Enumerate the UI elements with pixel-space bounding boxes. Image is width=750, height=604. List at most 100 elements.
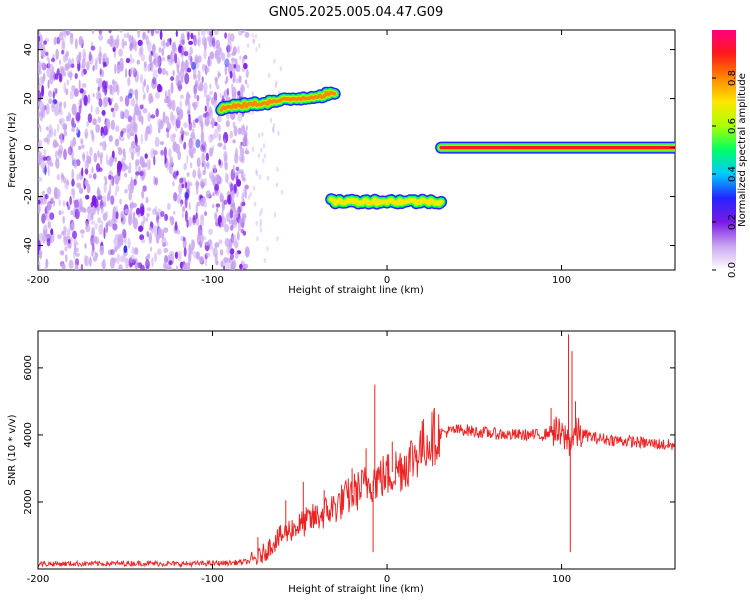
spectrogram-noise-cell <box>192 119 196 126</box>
spectrogram-noise-cell <box>226 212 231 223</box>
spectrogram-noise-cell <box>236 179 242 187</box>
spectrogram-noise-cell <box>113 174 119 180</box>
spectrogram-track <box>215 86 341 117</box>
spectrogram-noise-cell <box>279 66 282 72</box>
spectrogram-noise-cell <box>172 69 175 77</box>
spectrogram-noise-cell <box>154 136 160 148</box>
spectrogram-noise-cell <box>132 58 135 64</box>
spectrogram-x-tick-label: 100 <box>552 275 571 286</box>
spectrogram-noise-cell <box>211 203 215 209</box>
spectrogram-noise-cell <box>128 92 133 99</box>
spectrogram-noise-cell <box>182 206 186 213</box>
spectrogram-noise-cell <box>204 105 207 112</box>
spectrogram-noise-cell <box>135 144 141 153</box>
spectrogram-x-tick-label: 0 <box>384 275 390 286</box>
spectrogram-noise-cell <box>218 239 223 245</box>
spectrogram-noise-cell <box>86 61 90 71</box>
spectrogram-noise-cell <box>97 86 100 92</box>
spectrogram-noise-cell <box>46 54 49 61</box>
spectrogram-noise-cell <box>68 239 71 244</box>
spectrogram-noise-cell <box>213 91 218 102</box>
spectrogram-noise-cell <box>61 40 66 53</box>
spectrogram-noise-cell <box>156 219 160 229</box>
spectrogram-noise-cell <box>236 231 240 241</box>
spectrogram-noise-cell <box>116 84 120 96</box>
spectrogram-noise-cell <box>174 251 179 259</box>
spectrogram-noise-cell <box>128 162 132 170</box>
spectrogram-noise-cell <box>123 245 128 254</box>
spectrogram-noise-cell <box>107 249 113 256</box>
spectrogram-noise-cell <box>38 176 43 182</box>
spectrogram-noise-cell <box>100 261 105 268</box>
spectrogram-noise-cell <box>184 181 188 189</box>
spectrogram-noise-cell <box>208 171 214 179</box>
spectrogram-noise-cell <box>211 145 215 152</box>
spectrogram-noise-cell <box>62 54 68 63</box>
spectrogram-noise-cell <box>146 207 152 212</box>
spectrogram-noise-cell <box>81 83 87 88</box>
spectrogram-noise-cell <box>84 179 89 187</box>
spectrogram-noise-cell <box>169 58 175 64</box>
spectrogram-noise-cell <box>57 123 60 133</box>
spectrogram-noise-cell <box>197 55 202 63</box>
spectrogram-noise-cell <box>235 166 240 171</box>
spectrogram-noise-cell <box>49 63 54 72</box>
spectrogram-noise-cell <box>119 136 125 142</box>
spectrogram-noise-cell <box>58 210 62 216</box>
spectrogram-noise-cell <box>99 245 105 256</box>
spectrogram-noise-cell <box>80 64 84 71</box>
spectrogram-noise-cell <box>131 246 135 255</box>
spectrogram-noise-cell <box>134 103 139 116</box>
spectrogram-noise-cell <box>200 180 205 190</box>
spectrogram-noise-cell <box>212 192 216 197</box>
spectrogram-noise-cell <box>147 30 150 34</box>
spectrogram-noise-cell <box>188 141 192 148</box>
spectrogram-noise-cell <box>220 221 225 228</box>
spectrogram-noise-cell <box>231 86 237 98</box>
snr-y-tick-label: 2000 <box>23 489 34 514</box>
spectrogram-noise-cell <box>156 212 159 217</box>
spectrogram-noise-cell <box>126 128 131 140</box>
spectrogram-noise-cell <box>110 177 114 186</box>
spectrogram-noise-cell <box>204 91 208 98</box>
spectrogram-noise-cell <box>176 106 180 114</box>
spectrogram-noise-cell <box>74 73 78 80</box>
spectrogram-noise-cell <box>110 38 116 49</box>
spectrogram-noise-cell <box>179 100 183 110</box>
spectrogram-noise-cell <box>197 30 200 37</box>
spectrogram-noise-cell <box>167 267 173 270</box>
spectrogram-noise-cell <box>199 120 202 127</box>
spectrogram-noise-cell <box>130 88 133 94</box>
spectrogram-noise-cell <box>131 140 136 150</box>
spectrogram-noise-cell <box>211 37 215 48</box>
snr-x-tick-label: 100 <box>552 574 571 585</box>
spectrogram-noise-cell <box>206 161 210 170</box>
snr-y-tick-label: 6000 <box>23 355 34 380</box>
spectrogram-noise-cell <box>194 79 198 90</box>
spectrogram-noise-cell <box>165 70 169 76</box>
spectrogram-noise-cell <box>172 171 178 179</box>
spectrogram-noise-cell <box>184 98 188 107</box>
spectrogram-noise-cell <box>112 223 118 231</box>
spectrogram-noise-cell <box>104 179 108 186</box>
spectrogram-noise-cell <box>91 131 94 141</box>
spectrogram-noise-cell <box>254 33 257 39</box>
spectrogram-noise-cell <box>198 255 204 264</box>
spectrogram-noise-cell <box>231 219 237 229</box>
spectrogram-noise-cell <box>200 197 205 207</box>
spectrogram-noise-cell <box>98 30 103 36</box>
spectrogram-noise-cell <box>191 61 196 70</box>
spectrogram-noise-cell <box>41 84 45 97</box>
spectrogram-noise-cell <box>159 120 164 130</box>
spectrogram-noise-cell <box>174 221 178 231</box>
spectrogram-noise-cell <box>148 226 153 231</box>
spectrogram-noise-cell <box>156 248 162 256</box>
spectrogram-noise-cell <box>203 161 207 173</box>
spectrogram-noise-cell <box>150 246 153 252</box>
spectrogram-noise-cell <box>217 70 220 79</box>
spectrogram-noise-cell <box>219 93 222 98</box>
spectrogram-noise-cell <box>44 165 47 176</box>
